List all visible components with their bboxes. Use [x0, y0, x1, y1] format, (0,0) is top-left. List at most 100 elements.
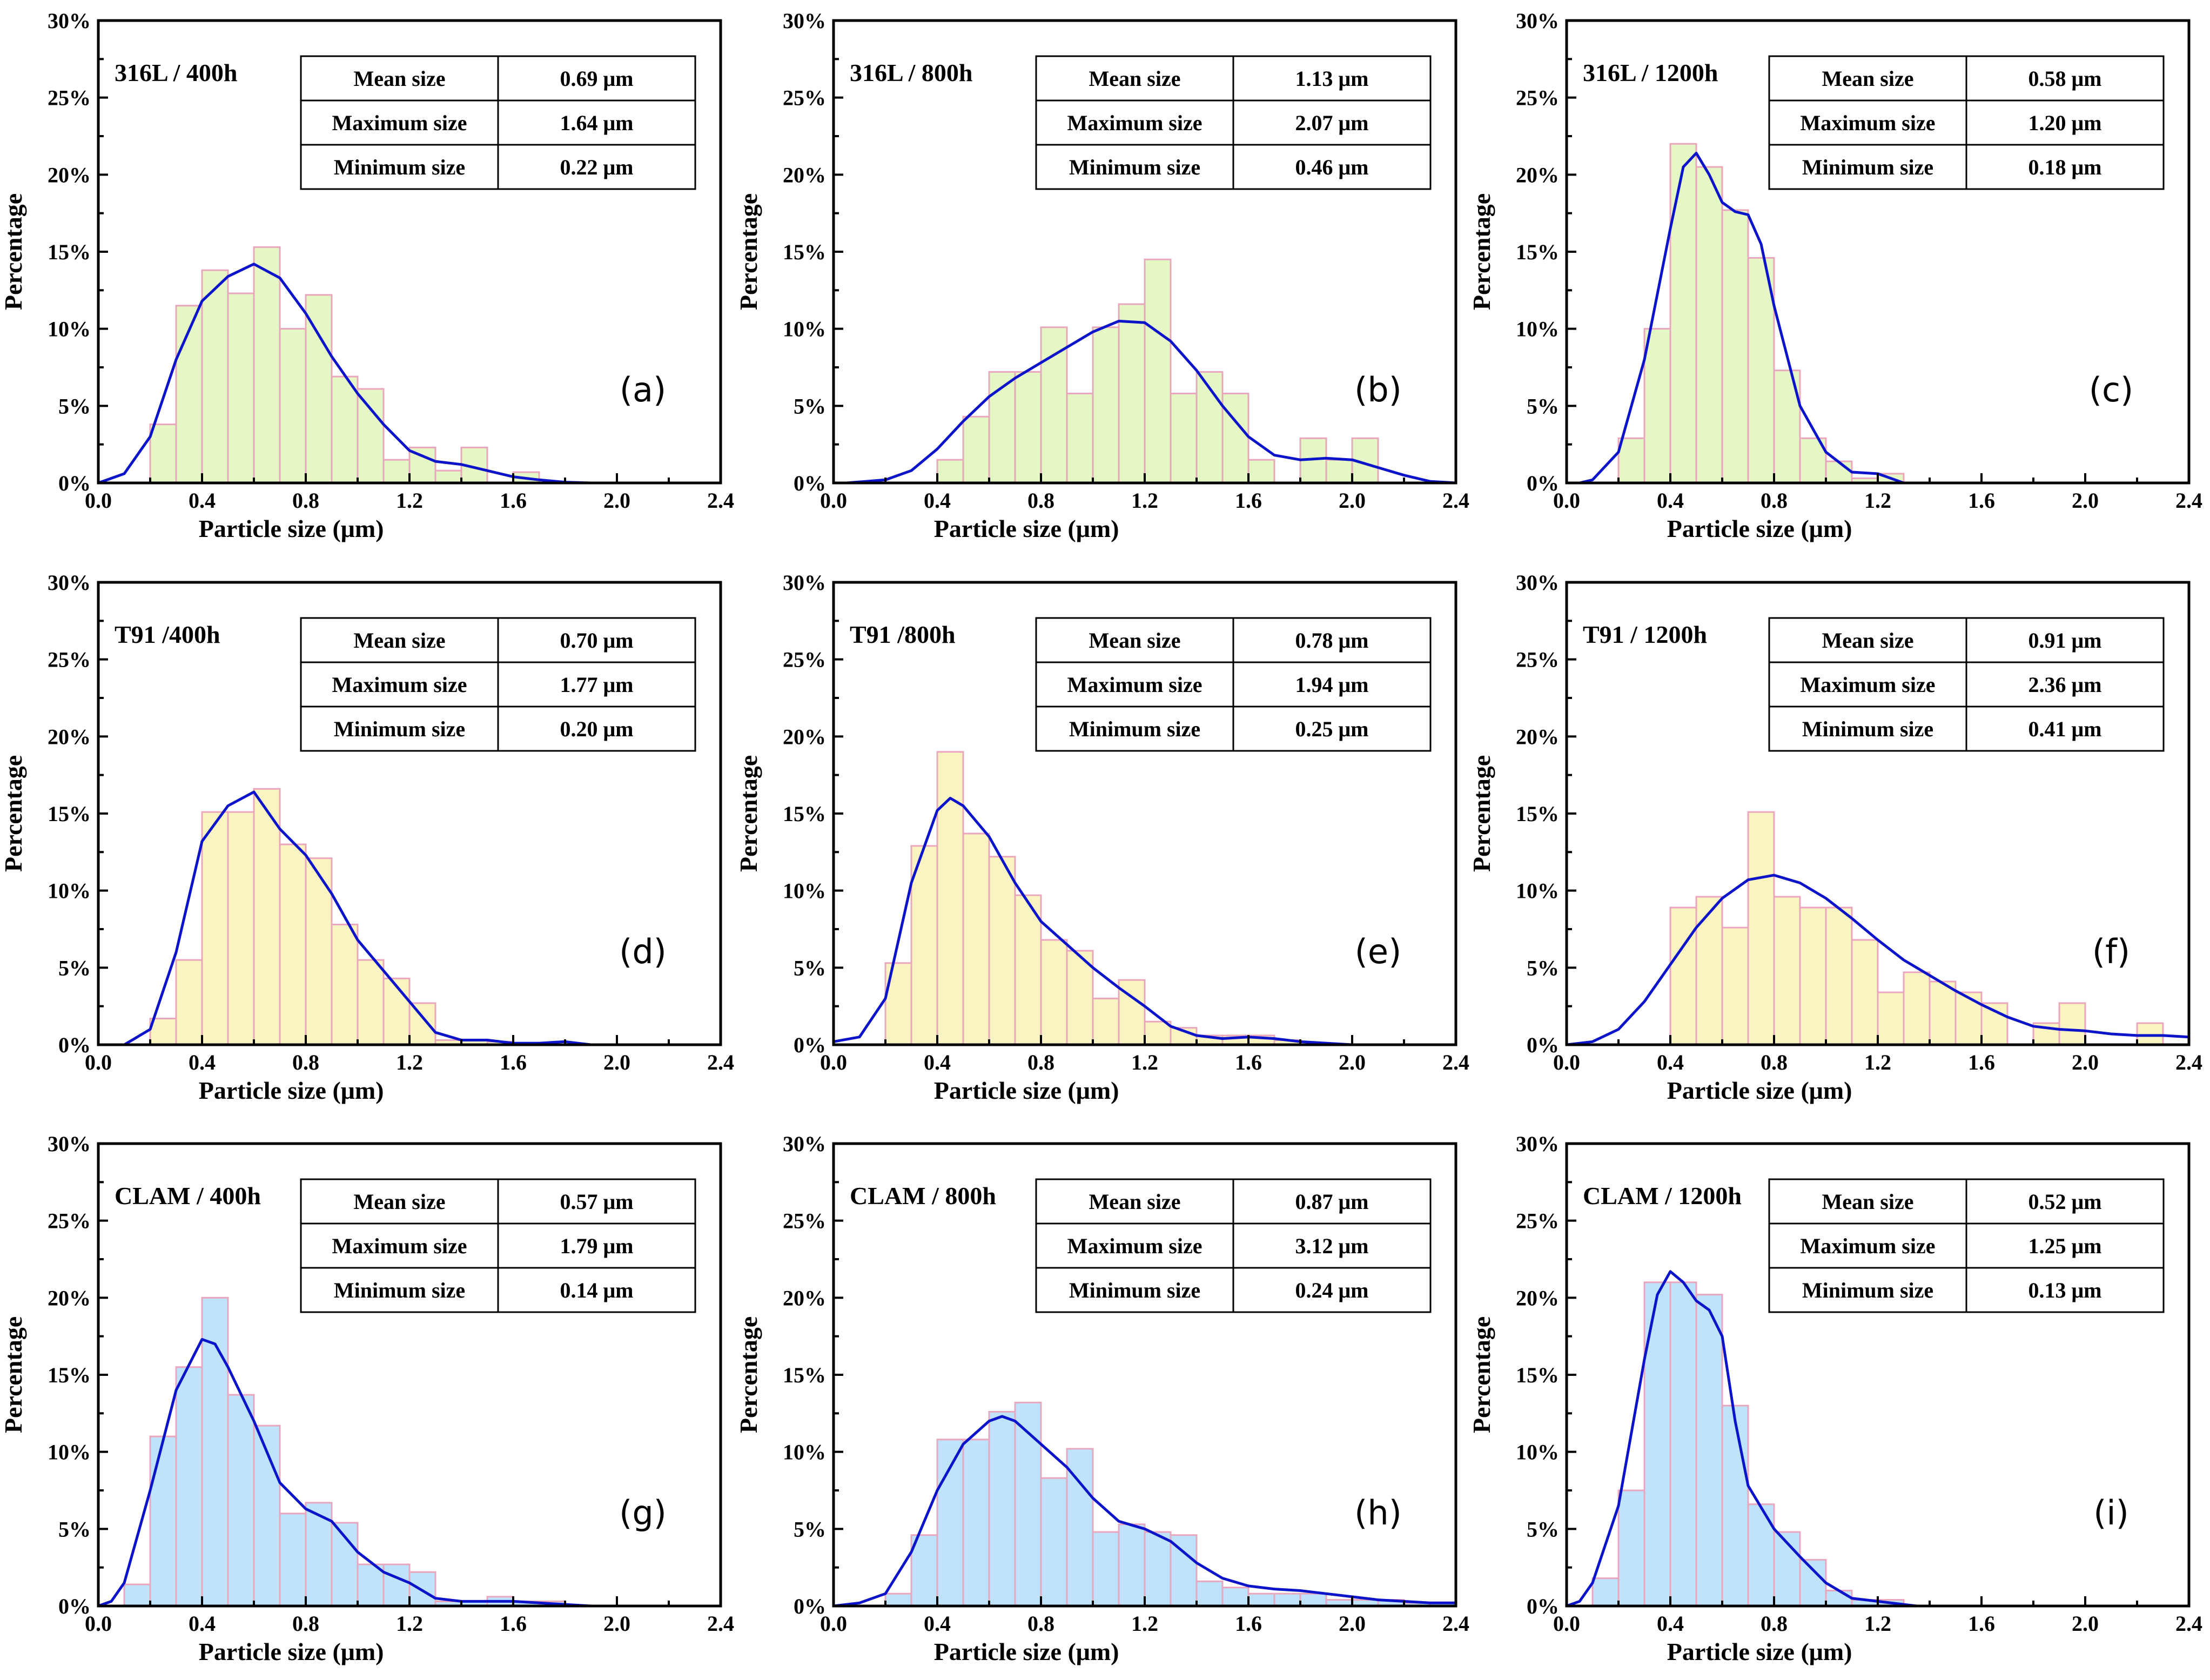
stats-label: Mean size: [1089, 1190, 1181, 1214]
histogram-bar: [279, 328, 307, 484]
histogram-bar: [988, 371, 1016, 484]
x-tick-label: 0.0: [820, 488, 847, 513]
histogram-bar: [1247, 459, 1275, 484]
stats-label: Minimum size: [1802, 155, 1933, 179]
stats-value: 0.87 μm: [1295, 1190, 1369, 1214]
histogram-bar: [1273, 1592, 1301, 1607]
x-tick-label: 1.2: [1864, 1050, 1891, 1074]
y-axis-title: Percentage: [0, 755, 27, 872]
x-tick-label: 0.8: [1761, 488, 1788, 513]
x-tick-label: 2.0: [1339, 1611, 1366, 1636]
y-tick-label: 30%: [48, 9, 91, 33]
y-tick-label: 20%: [1516, 1286, 1559, 1310]
x-tick-label: 1.6: [1235, 488, 1262, 513]
histogram-bar: [936, 1439, 964, 1607]
stats-value: 0.58 μm: [2028, 66, 2102, 91]
y-tick-label: 5%: [1527, 1517, 1559, 1541]
stats-label: Maximum size: [332, 111, 467, 135]
y-tick-label: 15%: [1516, 802, 1559, 826]
stats-value-cell: [1965, 1178, 2165, 1225]
stats-value: 0.91 μm: [2028, 628, 2102, 653]
histogram-bar: [1799, 1558, 1827, 1607]
histogram-bar: [357, 1563, 385, 1607]
x-axis-title: Particle size (μm): [199, 515, 384, 542]
x-tick-label: 0.8: [1027, 488, 1054, 513]
histogram-bar: [1721, 926, 1749, 1046]
stats-label-cell: [1768, 1178, 1967, 1225]
y-tick-label: 0%: [794, 1594, 826, 1618]
stats-label-cell: [1768, 1222, 1967, 1269]
stats-value: 1.13 μm: [1295, 66, 1369, 91]
stats-value-cell: [1965, 705, 2165, 752]
y-tick-label: 15%: [783, 1363, 826, 1387]
stats-value-cell: [1232, 661, 1432, 708]
stats-label-cell: [1035, 144, 1234, 190]
x-tick-label: 2.0: [603, 1611, 630, 1636]
panel-letter: (e): [1355, 932, 1402, 971]
histogram-bar: [201, 811, 229, 1046]
y-axis-title: Percentage: [1468, 755, 1495, 872]
stats-value: 0.57 μm: [560, 1190, 634, 1214]
histogram-bar: [1170, 1534, 1198, 1607]
histogram-bar: [123, 1583, 151, 1607]
stats-label: Mean size: [1822, 66, 1914, 91]
histogram-bar: [1903, 971, 1931, 1046]
y-tick-label: 10%: [48, 1440, 91, 1464]
y-tick-label: 25%: [783, 648, 826, 672]
histogram-bar: [1669, 906, 1697, 1046]
stats-value: 0.46 μm: [1295, 155, 1369, 179]
y-tick-label: 10%: [783, 317, 826, 341]
stats-value: 0.18 μm: [2028, 155, 2102, 179]
histogram-bar: [936, 459, 964, 484]
histogram-bar: [1773, 896, 1801, 1046]
y-tick-label: 5%: [794, 394, 826, 418]
histogram-bar: [279, 843, 307, 1046]
histogram-bar: [1066, 1448, 1094, 1607]
y-tick-label: 0%: [794, 1033, 826, 1057]
stats-value: 1.25 μm: [2028, 1234, 2102, 1258]
density-curve: [833, 797, 1353, 1046]
x-tick-label: 0.0: [1553, 1611, 1580, 1636]
y-tick-label: 5%: [1527, 956, 1559, 980]
panel-c: 0.0 0.4 0.8 1.2 1.6 2.0 2.4 0% 5% 10% 15% 20% 25% 30%…: [1468, 9, 2202, 542]
histogram-bar: [910, 1534, 938, 1607]
histogram-bar: [175, 1366, 203, 1607]
x-tick-label: 0.0: [1553, 488, 1580, 513]
y-tick-label: 5%: [58, 956, 91, 980]
y-tick-label: 30%: [1516, 9, 1559, 33]
stats-label: Mean size: [1822, 1190, 1914, 1214]
density-curve: [98, 263, 592, 485]
histogram-bar: [1325, 459, 1353, 484]
histogram-bar: [1643, 328, 1671, 484]
x-tick-label: 0.4: [924, 1050, 951, 1074]
histogram-bar: [1247, 1592, 1275, 1607]
density-curve: [98, 1338, 592, 1608]
histogram-bar: [2058, 1002, 2086, 1046]
x-tick-label: 2.4: [1442, 1611, 1469, 1636]
y-axis-title: Percentage: [0, 1316, 27, 1433]
stats-label: Minimum size: [1802, 1278, 1933, 1302]
y-tick-label: 5%: [794, 956, 826, 980]
y-tick-label: 25%: [48, 648, 91, 672]
y-tick-label: 0%: [1527, 1594, 1559, 1618]
y-tick-label: 20%: [48, 724, 91, 749]
histogram-bar: [1118, 303, 1146, 484]
y-tick-label: 20%: [1516, 724, 1559, 749]
y-tick-label: 20%: [783, 1286, 826, 1310]
histogram-bar: [1591, 1577, 1620, 1607]
x-tick-label: 0.4: [1657, 1611, 1684, 1636]
histogram-bar: [331, 923, 359, 1046]
x-tick-label: 0.0: [85, 1611, 112, 1636]
x-tick-label: 2.4: [2175, 1050, 2202, 1074]
panel-letter: (d): [619, 932, 667, 971]
stats-label: Mean size: [354, 628, 446, 653]
panel-b: 0.0 0.4 0.8 1.2 1.6 2.0 2.4 0% 5% 10% 15% 20% 25% 30%…: [735, 9, 1469, 542]
histogram-bar: [1695, 896, 1723, 1046]
histogram-bar: [1721, 1405, 1749, 1607]
x-tick-label: 2.4: [707, 1611, 734, 1636]
histogram-bar: [279, 1513, 307, 1607]
stats-label-cell: [1768, 1267, 1967, 1313]
panel-e: 0.0 0.4 0.8 1.2 1.6 2.0 2.4 0% 5% 10% 15% 20% 25% 30%…: [735, 570, 1469, 1104]
x-tick-label: 0.0: [1553, 1050, 1580, 1074]
